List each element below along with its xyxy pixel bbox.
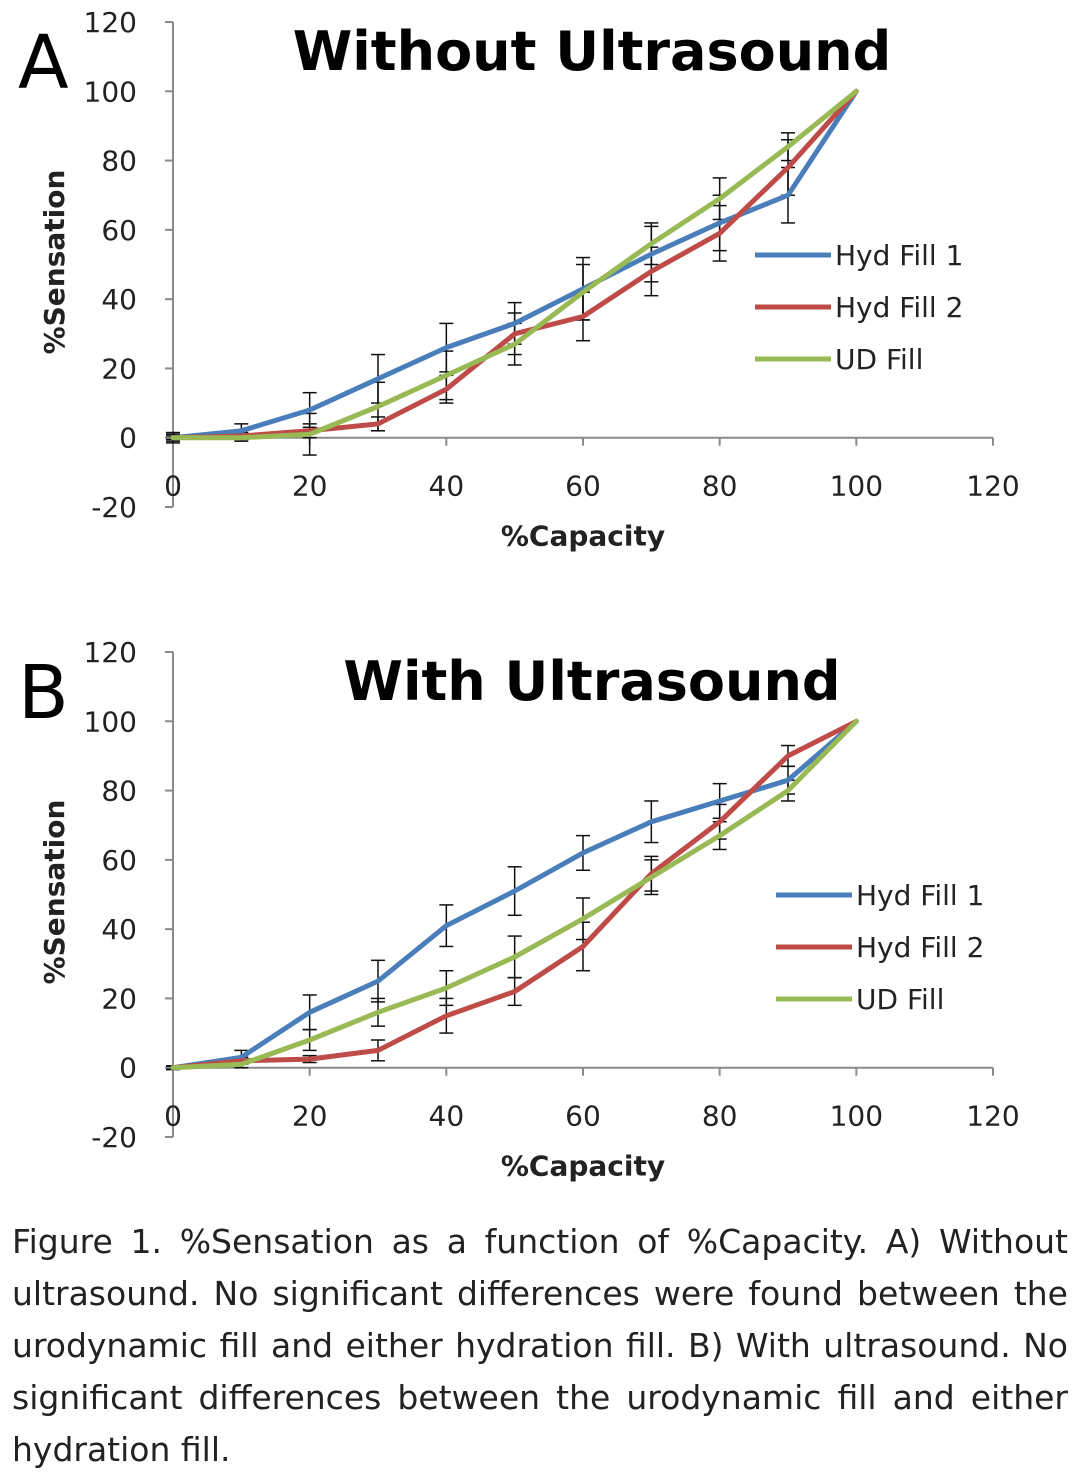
y-tick-label: 40: [101, 913, 137, 946]
y-axis-title: %Sensation: [38, 170, 71, 355]
series-group: [166, 132, 795, 456]
legend-label: Hyd Fill 1: [835, 239, 963, 272]
legend-label: Hyd Fill 2: [835, 291, 963, 324]
figure-caption: Figure 1. %Sensation as a function of %C…: [12, 1222, 1068, 1469]
series-line-hyd-fill-1: [170, 88, 859, 441]
panel-letter: B: [18, 650, 69, 736]
x-axis-title: %Capacity: [501, 520, 665, 553]
series-line-hyd-fill-2: [170, 88, 859, 441]
series-group: [166, 779, 795, 1071]
x-tick-label: 20: [292, 1100, 328, 1133]
x-tick-label: 120: [966, 470, 1019, 503]
series-group: [166, 139, 795, 442]
chart-panel-a: -20 0 20 40 60 80 100 120 0 20 40 60 80 100 120 %Capaci…: [0, 0, 1080, 600]
legend-label: UD Fill: [856, 983, 944, 1016]
y-tick-label: 0: [119, 422, 137, 455]
legend-label: Hyd Fill 1: [856, 879, 984, 912]
y-axis-title: %Sensation: [38, 800, 71, 985]
x-tick-label: 40: [429, 1100, 465, 1133]
y-tick-label: 100: [84, 705, 137, 738]
x-tick-label: 100: [830, 1100, 883, 1133]
y-tick-label: 40: [101, 283, 137, 316]
panel-letter: A: [18, 20, 69, 106]
y-tick-label: 60: [101, 214, 137, 247]
x-tick-label: 0: [164, 470, 182, 503]
chart-title: Without Ultrasound: [293, 20, 892, 83]
x-tick-label: 80: [702, 470, 738, 503]
legend-label: Hyd Fill 2: [856, 931, 984, 964]
x-tick-label: 60: [565, 470, 601, 503]
x-tick-label: 120: [966, 1100, 1019, 1133]
y-tick-label: -20: [91, 1121, 137, 1154]
chart-svg-b: -20 0 20 40 60 80 100 120 0 20 40 60 80 100 120 %Capaci…: [18, 636, 1020, 1183]
chart-svg-a: -20 0 20 40 60 80 100 120 0 20 40 60 80 100 120 %Capaci…: [18, 6, 1020, 553]
y-tick-label: 120: [84, 636, 137, 669]
x-tick-label: 40: [429, 470, 465, 503]
y-tick-label: 20: [101, 352, 137, 385]
x-tick-label: 80: [702, 1100, 738, 1133]
x-tick-label: 100: [830, 470, 883, 503]
y-tick-label: 80: [101, 145, 137, 178]
chart-title: With Ultrasound: [343, 650, 840, 713]
series-group: [166, 765, 795, 1071]
x-tick-label: 0: [164, 1100, 182, 1133]
chart-panel-b: -20 0 20 40 60 80 100 120 0 20 40 60 80 100 120 %Capaci…: [0, 630, 1080, 1230]
series-line-ud-fill: [170, 88, 859, 441]
x-tick-label: 20: [292, 470, 328, 503]
y-tick-label: 0: [119, 1052, 137, 1085]
y-tick-label: 20: [101, 982, 137, 1015]
y-tick-label: 120: [84, 6, 137, 39]
legend-label: UD Fill: [835, 343, 923, 376]
x-axis-title: %Capacity: [501, 1150, 665, 1183]
y-tick-label: 80: [101, 775, 137, 808]
y-tick-label: -20: [91, 491, 137, 524]
x-tick-label: 60: [565, 1100, 601, 1133]
y-tick-label: 100: [84, 75, 137, 108]
y-tick-label: 60: [101, 844, 137, 877]
